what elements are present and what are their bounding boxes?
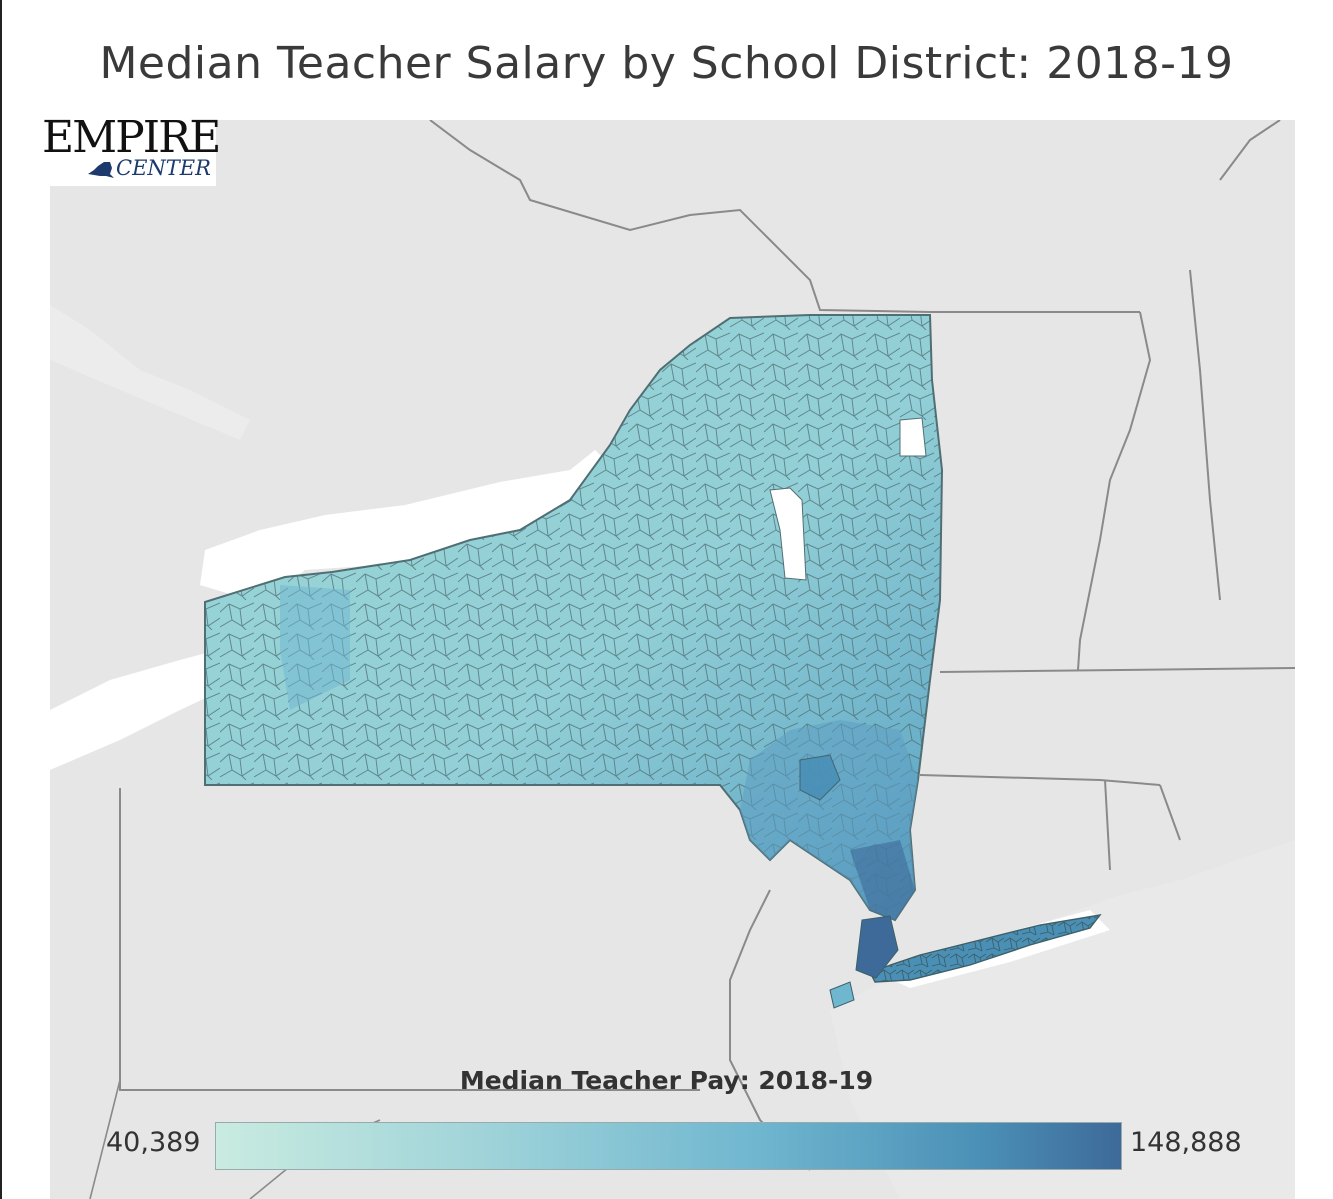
westchester-districts bbox=[850, 840, 915, 920]
conn-border bbox=[919, 774, 1181, 871]
adirondack-gap-1 bbox=[769, 487, 807, 581]
lake-ontario bbox=[200, 450, 610, 600]
map-canvas[interactable] bbox=[50, 120, 1295, 1199]
atlantic-ocean bbox=[830, 840, 1295, 1199]
upper-water bbox=[50, 305, 250, 440]
map-title: Median Teacher Salary by School District… bbox=[99, 38, 1234, 89]
adirondack-gap-2 bbox=[899, 417, 927, 457]
legend-min-label: 40,389 bbox=[106, 1127, 201, 1158]
legend-title: Median Teacher Pay: 2018-19 bbox=[459, 1066, 874, 1095]
logo-subword: CENTER bbox=[116, 156, 211, 180]
nh-maine-border bbox=[1189, 269, 1221, 601]
empire-center-logo: EMPIRE CENTER bbox=[38, 108, 221, 186]
ny-state-icon bbox=[88, 162, 114, 178]
pennsylvania-border bbox=[119, 788, 700, 1091]
long-island-districts bbox=[870, 915, 1100, 982]
vermont-nh-border bbox=[1077, 311, 1152, 671]
canada-border bbox=[429, 120, 1140, 313]
western-ny-districts bbox=[280, 585, 350, 710]
staten-island bbox=[829, 981, 855, 1009]
legend-color-ramp bbox=[215, 1122, 1122, 1170]
upper-right-border bbox=[1219, 120, 1281, 181]
new-york-city bbox=[855, 915, 899, 979]
mass-border bbox=[939, 667, 1295, 673]
logo-wordmark: EMPIRE bbox=[42, 112, 221, 163]
catskill-high-district bbox=[799, 754, 841, 801]
frame-edge bbox=[0, 0, 2, 1199]
legend-max-label: 148,888 bbox=[1130, 1127, 1242, 1158]
